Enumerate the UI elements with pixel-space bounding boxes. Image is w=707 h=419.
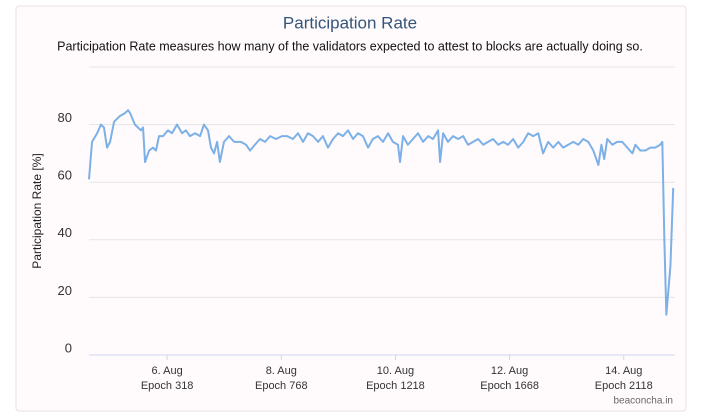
data-line bbox=[88, 109, 675, 316]
x-tick-label: 6. Aug bbox=[152, 365, 183, 377]
x-tick-sublabel: Epoch 1668 bbox=[480, 380, 539, 392]
chart-subtitle: Participation Rate measures how many of … bbox=[57, 39, 643, 53]
y-tick-label: 60 bbox=[58, 168, 72, 183]
x-tick-label: 14. Aug bbox=[605, 365, 642, 377]
x-tick-label: 12. Aug bbox=[491, 365, 528, 377]
x-tick-sublabel: Epoch 318 bbox=[141, 380, 194, 392]
x-tick-sublabel: Epoch 768 bbox=[255, 380, 308, 392]
chart-title: Participation Rate bbox=[283, 13, 417, 32]
y-tick-label: 80 bbox=[58, 110, 72, 125]
x-tick-sublabel: Epoch 1218 bbox=[366, 380, 425, 392]
x-tick-label: 8. Aug bbox=[266, 365, 297, 377]
y-axis-label: Participation Rate [%] bbox=[30, 153, 44, 268]
x-tick-sublabel: Epoch 2118 bbox=[595, 380, 653, 392]
y-tick-label: 20 bbox=[58, 283, 72, 298]
y-tick-label: 40 bbox=[58, 225, 72, 240]
card bbox=[15, 5, 687, 412]
y-tick-label: 0 bbox=[65, 340, 72, 355]
credits: beaconcha.in bbox=[614, 396, 674, 407]
x-tick-label: 10. Aug bbox=[377, 365, 414, 377]
